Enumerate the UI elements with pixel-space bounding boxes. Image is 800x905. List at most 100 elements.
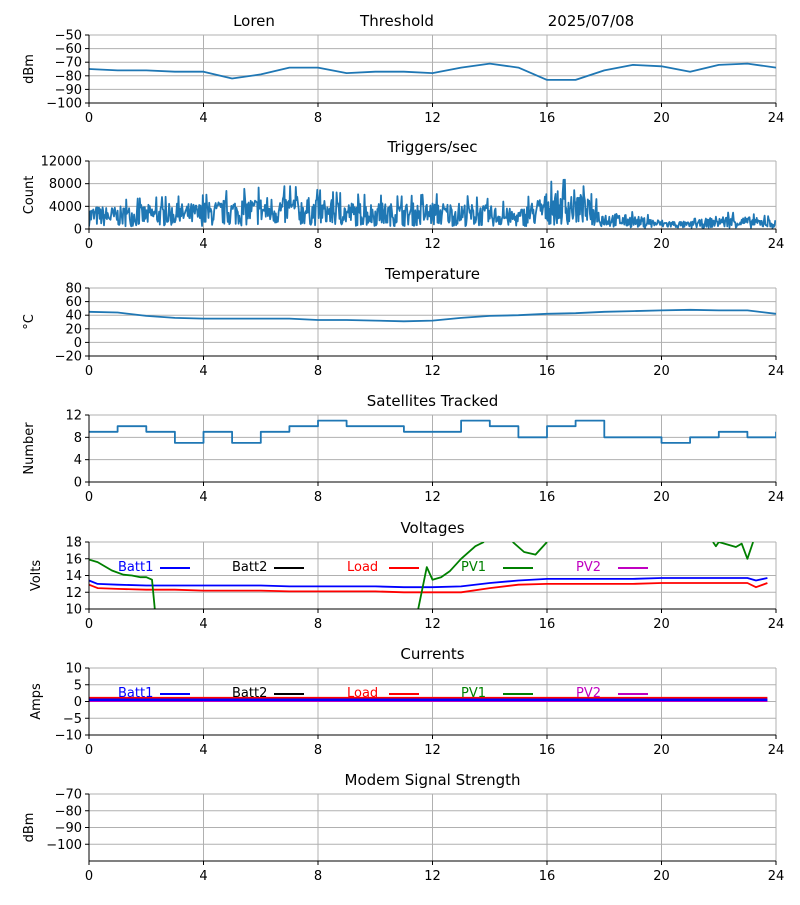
- y-axis-label: Number: [22, 422, 37, 475]
- chart-title: Temperature: [384, 265, 480, 283]
- x-tick-label: 20: [653, 364, 670, 379]
- legend-label-pv1: PV1: [461, 686, 486, 701]
- series-group: [89, 419, 776, 444]
- header-station: Loren: [233, 12, 275, 30]
- panel-currents: 0 4 8 12 16 20 24 −10 −5 0 510 Currents Amps Batt1 Bat…: [29, 645, 784, 758]
- y-axis-label: dBm: [22, 813, 37, 843]
- x-tick-label: 24: [768, 237, 785, 252]
- x-tick-label: 16: [539, 617, 556, 632]
- y-tick-label: 80: [65, 282, 82, 297]
- series-line-triggers-0: [89, 178, 776, 229]
- series-line-pv1-4: [512, 542, 548, 556]
- x-tick-label: 20: [653, 743, 670, 758]
- chart-title: Modem Signal Strength: [345, 771, 521, 789]
- chart-title: Triggers/sec: [387, 138, 478, 156]
- y-tick-label: 4: [74, 453, 82, 468]
- y-tick-label: −80: [55, 804, 82, 819]
- x-tick-label: 8: [314, 743, 322, 758]
- legend-label-pv2: PV2: [576, 560, 601, 575]
- x-tick-label: 16: [539, 364, 556, 379]
- chart-title: Satellites Tracked: [367, 392, 498, 410]
- x-tick-label: 0: [85, 237, 93, 252]
- x-tick-label: 8: [314, 111, 322, 126]
- series-group: [89, 62, 776, 81]
- x-tick-label: 0: [85, 869, 93, 884]
- x-tick-label: 24: [768, 490, 785, 505]
- x-tick-label: 16: [539, 869, 556, 884]
- y-tick-label: 0: [74, 695, 82, 710]
- x-tick-label: 4: [199, 617, 207, 632]
- x-tick-label: 20: [653, 490, 670, 505]
- legend-label-batt2: Batt2: [232, 686, 267, 701]
- y-tick-label: 60: [65, 295, 82, 310]
- legend-label-pv2: PV2: [576, 686, 601, 701]
- y-tick-label: −90: [55, 821, 82, 836]
- y-tick-label: 16: [65, 552, 82, 567]
- y-tick-label: −10: [55, 729, 82, 744]
- y-tick-label: −100: [46, 97, 82, 112]
- legend-label-pv1: PV1: [461, 560, 486, 575]
- series-group: [89, 542, 768, 609]
- x-tick-label: 0: [85, 111, 93, 126]
- header-mode: Threshold: [359, 12, 434, 30]
- series-line-load-1: [89, 582, 768, 594]
- y-tick-label: 0: [74, 336, 82, 351]
- x-tick-label: 20: [653, 869, 670, 884]
- x-tick-label: 24: [768, 111, 785, 126]
- y-axis-label: dBm: [22, 54, 37, 84]
- y-tick-label: −80: [55, 69, 82, 84]
- y-tick-label: 12000: [41, 155, 82, 170]
- x-tick-label: 24: [768, 617, 785, 632]
- x-tick-label: 16: [539, 237, 556, 252]
- x-tick-label: 4: [199, 111, 207, 126]
- y-tick-label: 12: [65, 409, 82, 424]
- y-tick-label: 4000: [49, 200, 82, 215]
- x-tick-label: 12: [424, 237, 441, 252]
- y-tick-label: 18: [65, 536, 82, 551]
- x-tick-label: 20: [653, 617, 670, 632]
- panel-signal: 0 4 8 12 16 20 24 −100−90−80−70−60−50 dBm: [22, 29, 784, 127]
- x-tick-label: 8: [314, 869, 322, 884]
- y-tick-label: −90: [55, 83, 82, 98]
- y-tick-label: −70: [55, 788, 82, 803]
- series-line-pv1-5: [712, 542, 754, 560]
- y-tick-label: 8000: [49, 177, 82, 192]
- y-tick-label: −5: [63, 712, 82, 727]
- x-tick-label: 12: [424, 743, 441, 758]
- x-tick-label: 4: [199, 237, 207, 252]
- series-line-pv1-2: [89, 558, 156, 609]
- y-axis-label: °C: [22, 314, 37, 330]
- y-tick-label: −50: [55, 29, 82, 44]
- legend-label-load: Load: [347, 560, 378, 575]
- header-layer: Loren Threshold 2025/07/08: [233, 12, 634, 30]
- y-tick-label: −70: [55, 56, 82, 71]
- y-axis-label: Count: [22, 176, 37, 215]
- y-tick-label: 14: [65, 569, 82, 584]
- x-tick-label: 16: [539, 743, 556, 758]
- y-tick-label: −60: [55, 42, 82, 57]
- panel-triggers: 0 4 8 12 16 20 24 0 4000 8000 12000 Triggers/sec Cou…: [22, 138, 784, 252]
- y-tick-label: 10: [65, 603, 82, 618]
- y-tick-label: −20: [55, 350, 82, 365]
- x-tick-label: 16: [539, 490, 556, 505]
- y-tick-label: 8: [74, 431, 82, 446]
- x-tick-label: 0: [85, 743, 93, 758]
- x-tick-label: 20: [653, 237, 670, 252]
- legend-label-batt1: Batt1: [118, 686, 153, 701]
- x-tick-label: 20: [653, 111, 670, 126]
- y-tick-label: 40: [65, 309, 82, 324]
- legend-label-batt2: Batt2: [232, 560, 267, 575]
- y-tick-label: −100: [46, 838, 82, 853]
- chart-title: Voltages: [400, 519, 464, 537]
- legend-label-load: Load: [347, 686, 378, 701]
- x-tick-label: 8: [314, 237, 322, 252]
- y-tick-label: 20: [65, 322, 82, 337]
- y-tick-label: 12: [65, 586, 82, 601]
- series-group: [89, 696, 768, 703]
- x-tick-label: 8: [314, 617, 322, 632]
- x-tick-label: 8: [314, 490, 322, 505]
- panel-modem: 0 4 8 12 16 20 24 −100 −90 −80−70 Modem Signal Str…: [22, 771, 784, 884]
